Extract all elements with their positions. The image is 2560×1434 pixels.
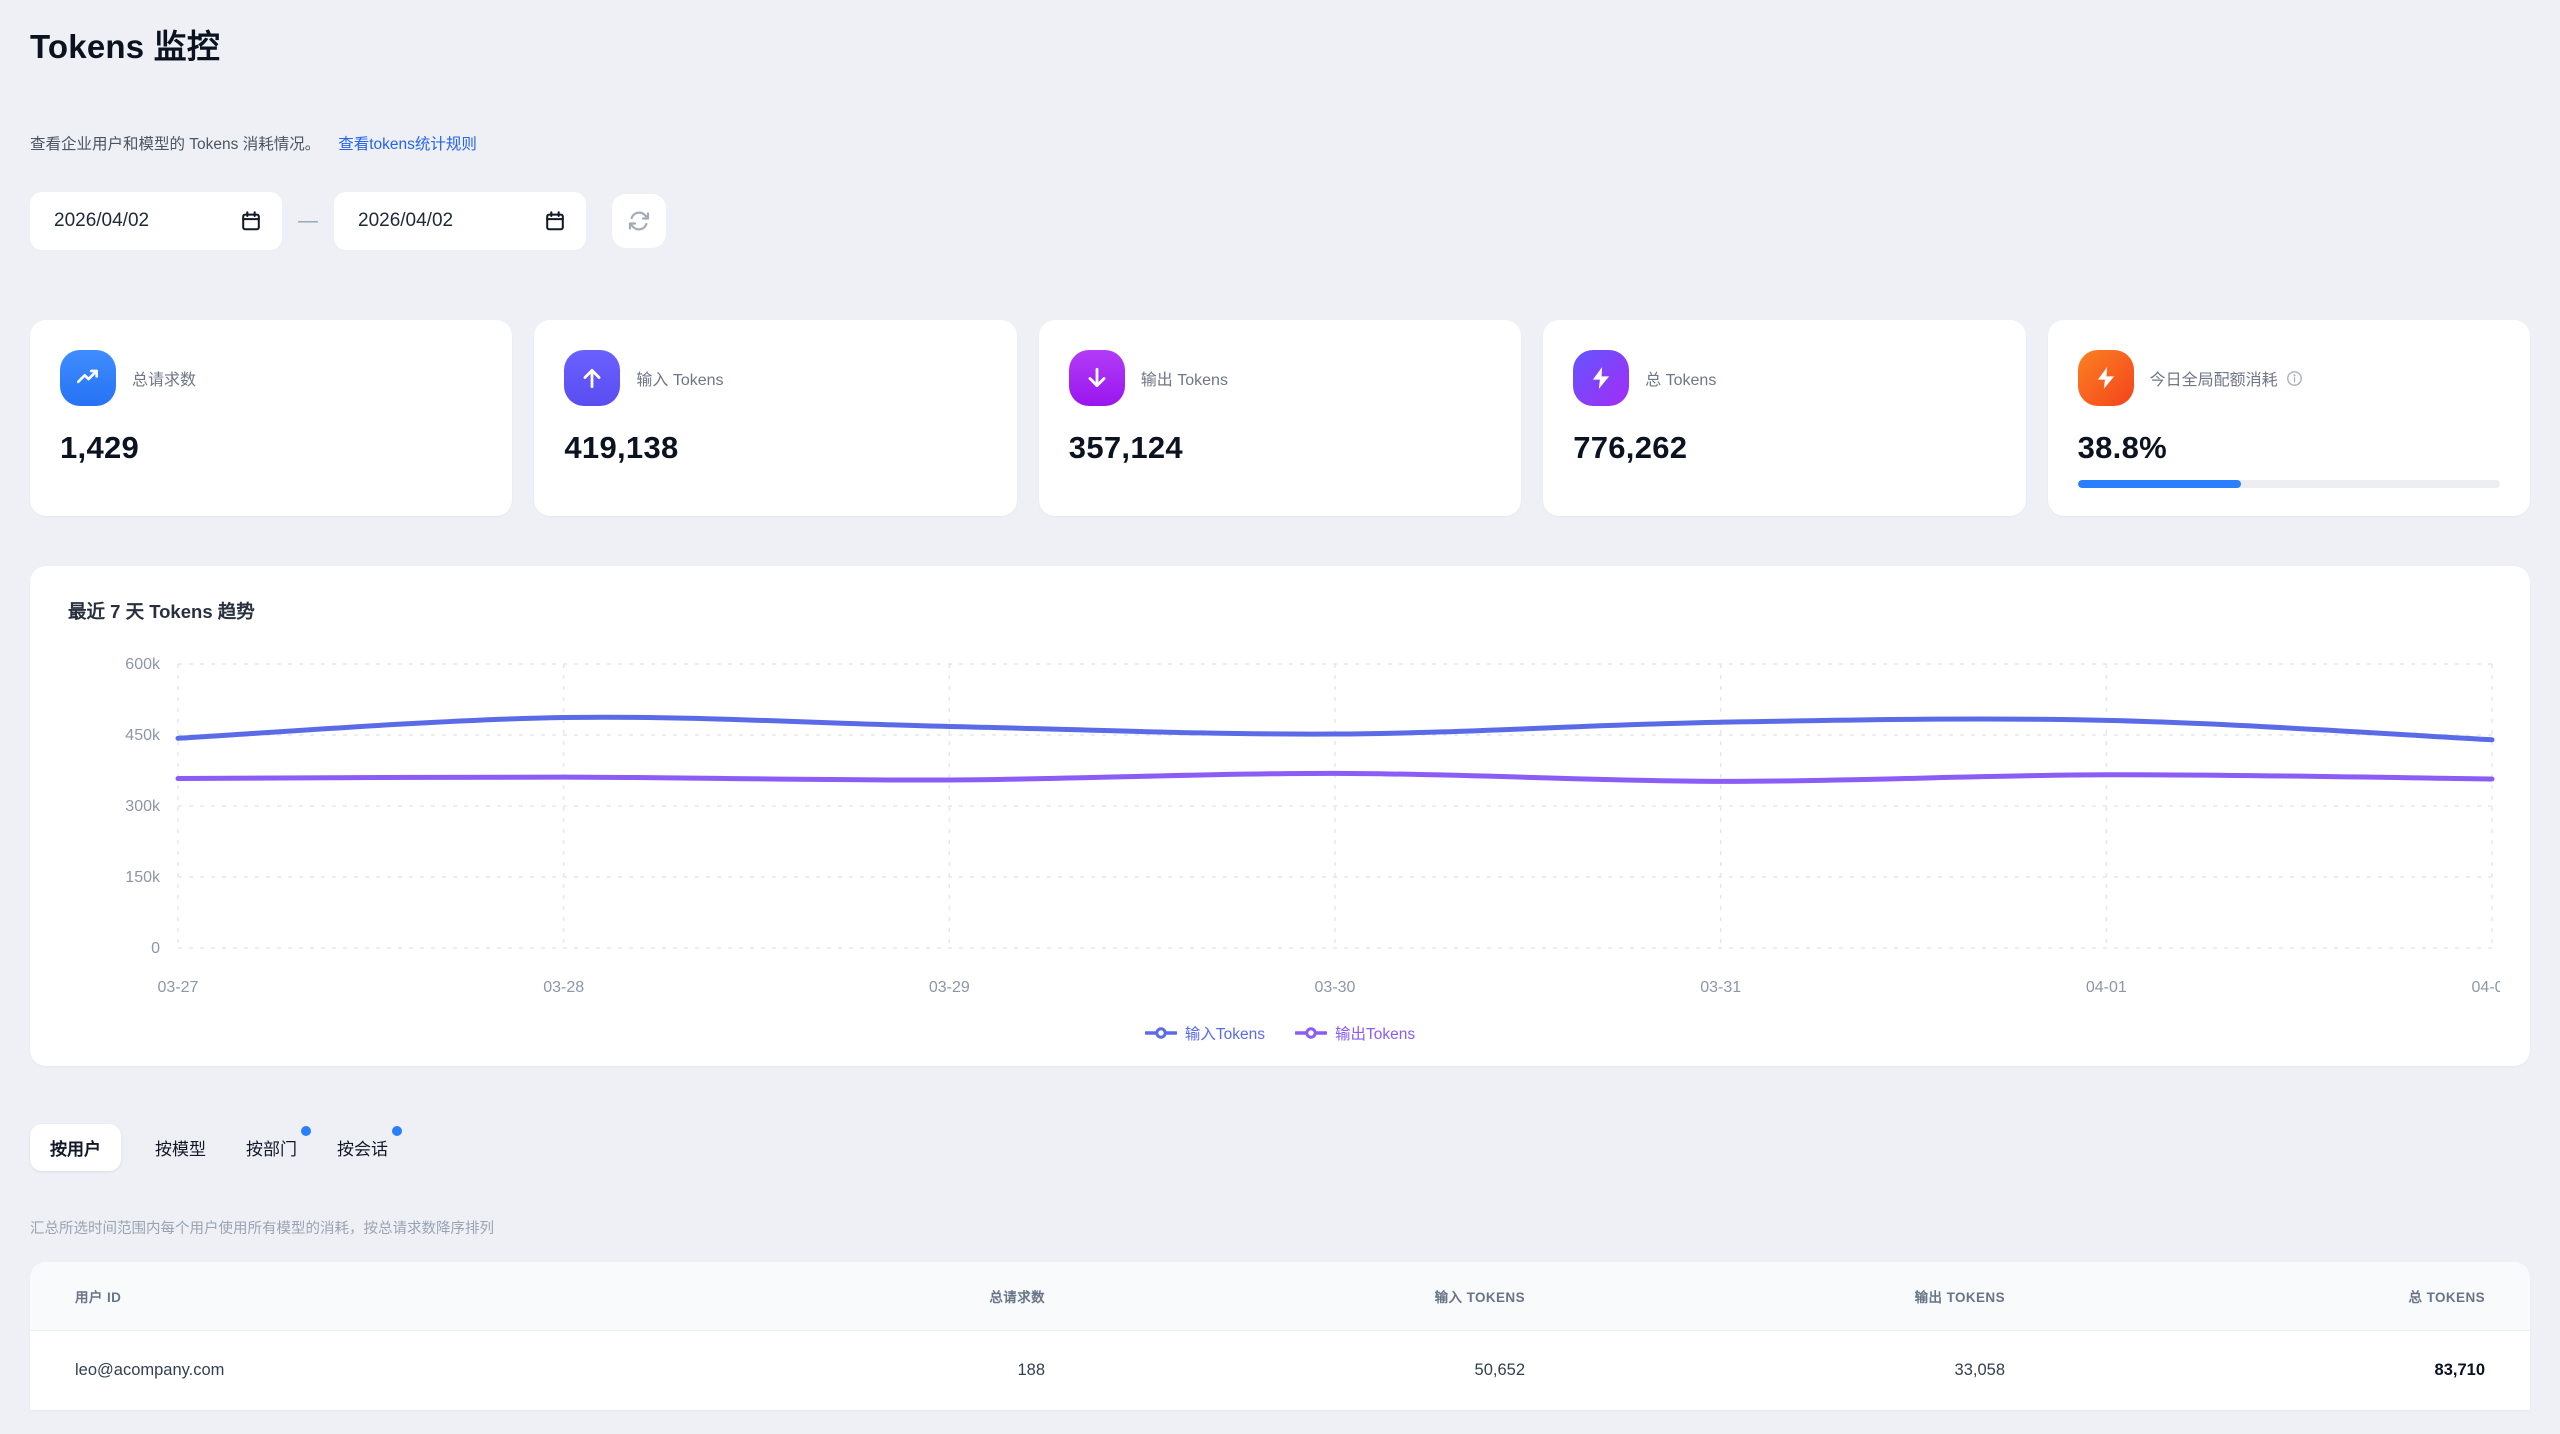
svg-text:0: 0	[151, 940, 160, 957]
trending-up-icon	[60, 350, 116, 406]
tab-by-model[interactable]: 按模型	[155, 1140, 206, 1159]
end-date-picker[interactable]	[334, 192, 586, 250]
refresh-icon	[627, 209, 651, 233]
tab-by-department[interactable]: 按部门	[240, 1124, 311, 1171]
table-description: 汇总所选时间范围内每个用户使用所有模型的消耗，按总请求数降序排列	[30, 1221, 494, 1237]
legend-label: 输出Tokens	[1335, 1026, 1416, 1043]
svg-text:03-31: 03-31	[1700, 979, 1741, 996]
stat-value: 1,429	[60, 430, 140, 465]
calendar-icon[interactable]	[544, 210, 566, 232]
chart-title: 最近 7 天 Tokens 趋势	[68, 601, 255, 622]
svg-text:04-01: 04-01	[2086, 979, 2127, 996]
svg-text:600k: 600k	[125, 656, 161, 673]
cell-requests: 188	[1017, 1361, 1045, 1379]
group-by-tabs: 按用户 按模型 按部门 按会话	[30, 1124, 2530, 1171]
date-range-separator: —	[298, 209, 318, 232]
date-filter-row: —	[30, 192, 2530, 250]
notification-dot	[301, 1126, 311, 1136]
svg-text:04-02: 04-02	[2472, 979, 2500, 996]
column-header-user-id: 用户 ID	[75, 1290, 122, 1305]
quota-progress-fill	[2077, 480, 2242, 488]
subtitle-row: 查看企业用户和模型的 Tokens 消耗情况。 查看tokens统计规则	[30, 132, 2530, 154]
stat-value: 776,262	[1573, 430, 1688, 465]
stat-card-output-tokens: 输出 Tokens 357,124	[1038, 320, 1522, 516]
svg-text:03-27: 03-27	[158, 979, 199, 996]
cell-total-tokens: 83,710	[2434, 1361, 2485, 1379]
cell-output-tokens: 33,058	[1954, 1361, 2005, 1379]
stat-label: 今日全局配额消耗	[2150, 366, 2303, 390]
legend-item-output-tokens[interactable]: 输出Tokens	[1295, 1022, 1415, 1044]
quota-progress-track	[2077, 480, 2500, 488]
arrow-up-icon	[564, 350, 621, 406]
tokens-trend-line-chart[interactable]: 0 150k 300k 450k 600k 03-27 03-28 03-29 03-30 03-…	[60, 648, 2500, 1020]
svg-text:03-29: 03-29	[929, 979, 970, 996]
stat-label: 输出 Tokens	[1140, 372, 1228, 389]
column-header-requests: 总请求数	[989, 1290, 1045, 1305]
svg-text:150k: 150k	[125, 869, 161, 886]
trend-chart-card: 最近 7 天 Tokens 趋势 0 150k 300k 450k 600k 03-27 0…	[30, 566, 2530, 1066]
stat-card-total-tokens: 总 Tokens 776,262	[1543, 320, 2026, 516]
stat-card-input-tokens: 输入 Tokens 419,138	[534, 320, 1017, 516]
end-date-input[interactable]	[358, 210, 518, 232]
stat-card-quota: 今日全局配额消耗 38.8%	[2047, 320, 2530, 516]
stat-value: 419,138	[564, 430, 679, 465]
stat-label: 输入 Tokens	[636, 372, 724, 389]
legend-label: 输入Tokens	[1184, 1026, 1265, 1043]
usage-table: 用户 ID 总请求数 输入 TOKENS 输出 TOKENS 总 TOKENS …	[30, 1262, 2530, 1410]
column-header-total-tokens: 总 TOKENS	[2408, 1290, 2485, 1305]
info-icon[interactable]	[2286, 370, 2303, 387]
zap-icon	[2077, 350, 2134, 406]
stat-card-total-requests: 总请求数 1,429	[30, 320, 513, 516]
refresh-button[interactable]	[612, 194, 666, 248]
notification-dot	[392, 1126, 402, 1136]
legend-item-input-tokens[interactable]: 输入Tokens	[1144, 1022, 1265, 1044]
column-header-input-tokens: 输入 TOKENS	[1434, 1290, 1525, 1305]
stat-value: 357,124	[1068, 430, 1183, 465]
start-date-input[interactable]	[54, 210, 214, 232]
cell-input-tokens: 50,652	[1474, 1361, 1525, 1379]
arrow-down-icon	[1068, 350, 1125, 406]
start-date-picker[interactable]	[30, 192, 282, 250]
token-rules-link[interactable]: 查看tokens统计规则	[338, 136, 477, 153]
column-header-output-tokens: 输出 TOKENS	[1914, 1290, 2005, 1305]
zap-icon	[1573, 350, 1630, 406]
svg-text:03-28: 03-28	[543, 979, 584, 996]
calendar-icon[interactable]	[240, 210, 262, 232]
stat-label: 总请求数	[132, 372, 197, 389]
quota-percent-value: 38.8%	[2077, 430, 2167, 465]
svg-text:300k: 300k	[125, 798, 161, 815]
cell-user-id: leo@acompany.com	[75, 1361, 225, 1379]
tab-by-session[interactable]: 按会话	[331, 1124, 402, 1171]
chart-legend: 输入Tokens 输出Tokens	[60, 1022, 2500, 1044]
tab-by-user[interactable]: 按用户	[30, 1124, 121, 1171]
stats-grid: 总请求数 1,429 输入 Tokens 419,138	[30, 320, 2530, 516]
svg-text:450k: 450k	[125, 727, 161, 744]
tab-label: 按部门	[246, 1140, 297, 1159]
stat-label: 总 Tokens	[1645, 372, 1717, 389]
table-header-row: 用户 ID 总请求数 输入 TOKENS 输出 TOKENS 总 TOKENS	[30, 1262, 2530, 1331]
table-row[interactable]: leo@acompany.com 188 50,652 33,058 83,71…	[30, 1331, 2530, 1410]
tab-label: 按会话	[337, 1140, 388, 1159]
stat-label-text: 今日全局配额消耗	[2149, 372, 2278, 389]
page-subtitle: 查看企业用户和模型的 Tokens 消耗情况。	[30, 136, 321, 153]
svg-text:03-30: 03-30	[1315, 979, 1356, 996]
page-title: Tokens 监控	[30, 28, 221, 65]
